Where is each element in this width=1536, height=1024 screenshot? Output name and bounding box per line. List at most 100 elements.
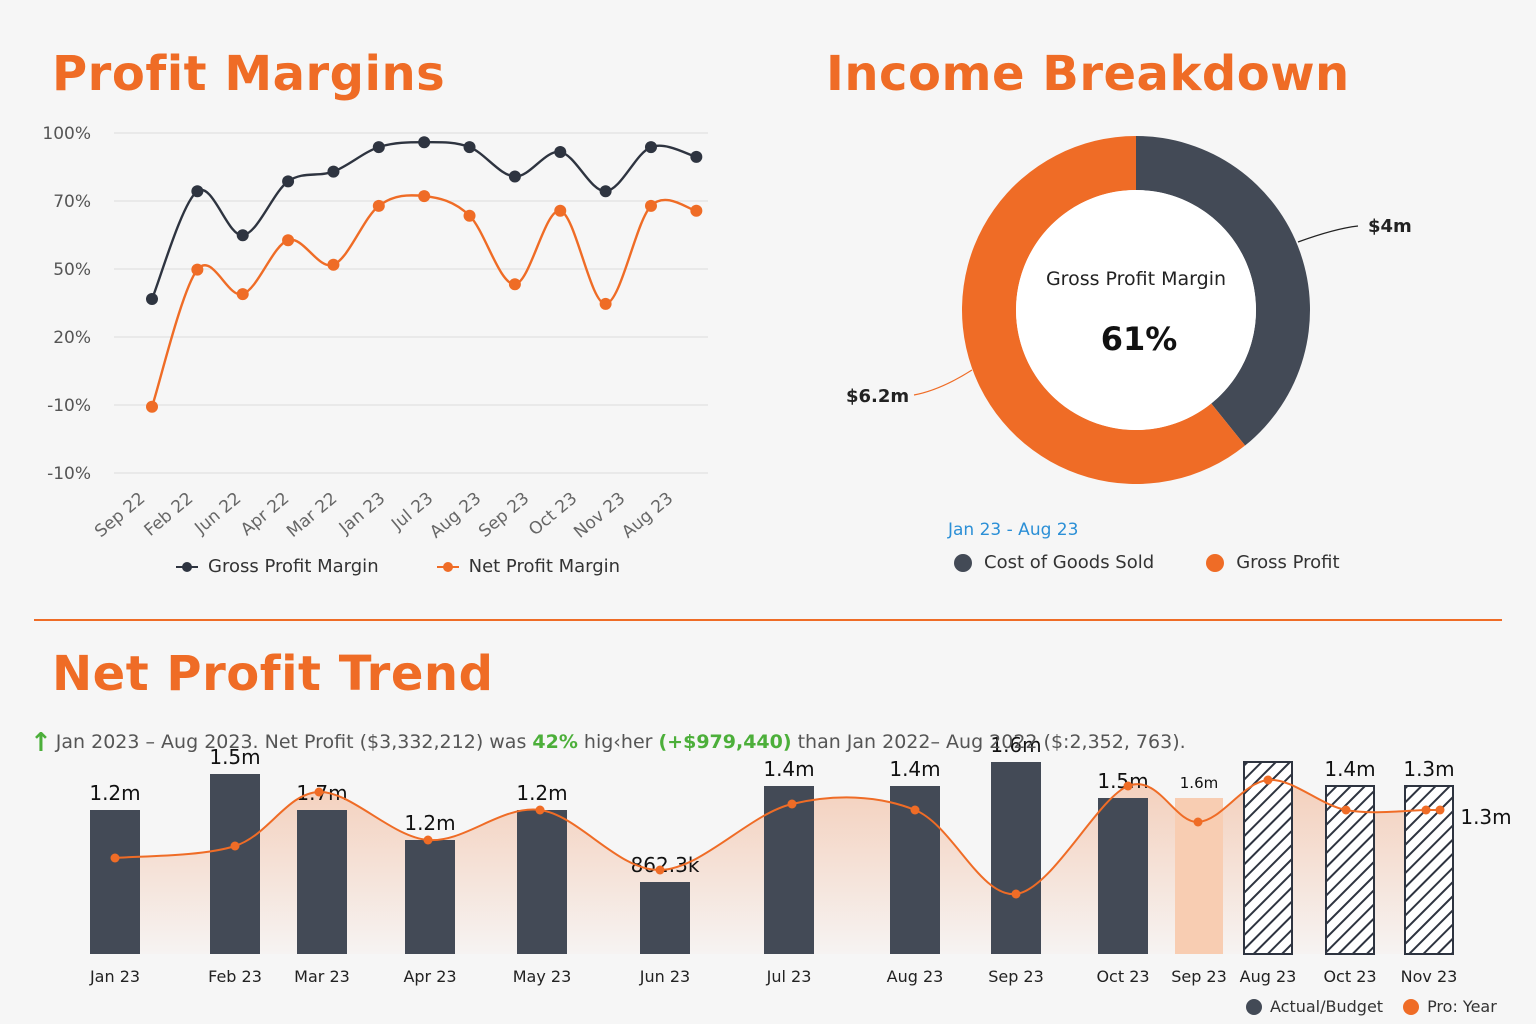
- section-divider: [34, 619, 1502, 621]
- x-tick-label: Jun 22: [191, 489, 246, 539]
- trend-line-point: [910, 805, 920, 815]
- donut-hole: [1016, 190, 1256, 430]
- net-margin-point: [644, 199, 657, 212]
- gross-margin-point: [508, 170, 521, 183]
- summary-prefix: Jan 2023 – Aug 2023. Net Profit ($3,332,…: [55, 731, 533, 753]
- summary-percent: 42%: [532, 731, 578, 753]
- gross-margin-point: [599, 185, 612, 198]
- net-margin-point: [690, 204, 703, 217]
- x-tick-label: Apr 23: [403, 967, 456, 986]
- trend-line-point: [230, 841, 240, 851]
- legend-swatch: [1246, 998, 1262, 1015]
- legend-net-profit-margin: Net Profit Margin: [436, 556, 620, 577]
- y-tick-label: 70%: [53, 192, 91, 212]
- donut-slice-cogs: [1136, 136, 1310, 446]
- trend-line-point: [423, 835, 433, 845]
- net-margin-point: [236, 288, 249, 301]
- trend-bar: [1098, 798, 1148, 954]
- net-margin-point: [372, 199, 385, 212]
- y-tick-label: -10%: [47, 464, 91, 484]
- bar-value-label: 1.6m: [1180, 774, 1218, 792]
- profit-margins-legend: Gross Profit Margin Net Profit Margin: [176, 556, 678, 577]
- trend-line-point: [1123, 781, 1133, 791]
- net-margin-point: [418, 190, 431, 203]
- legend-label: Actual/Budget: [1270, 997, 1384, 1016]
- trend-bar: [1404, 785, 1454, 955]
- gross-margin-point: [282, 175, 295, 188]
- gross-margin-point: [236, 229, 249, 242]
- gross-margin-point: [690, 150, 703, 163]
- legend-swatch: [1403, 998, 1420, 1015]
- summary-delta: (+$979,440): [658, 731, 792, 753]
- legend-label: Cost of Goods Sold: [984, 552, 1155, 573]
- x-tick-label: Nov 23: [570, 489, 629, 543]
- bar-value-label: 1.2m: [89, 781, 140, 805]
- y-tick-label: 100%: [42, 124, 91, 144]
- net-margin-point: [463, 209, 476, 222]
- profit-margins-title: Profit Margins: [52, 46, 446, 102]
- trend-line-point: [1341, 805, 1351, 815]
- x-tick-label: Jan 23: [335, 489, 389, 539]
- legend-cogs: Cost of Goods Sold: [954, 552, 1154, 573]
- x-tick-label: Jun 23: [639, 967, 690, 986]
- net-margin-point: [599, 297, 612, 310]
- legend-label: Pro: Year: [1427, 997, 1497, 1016]
- bar-value-label: 1.3m: [1460, 805, 1511, 829]
- net-margin-point: [508, 278, 521, 291]
- legend-label: Gross Profit Margin: [208, 556, 379, 577]
- x-tick-label: Aug 23: [1240, 967, 1297, 986]
- slice-label-cogs: $4m: [1368, 216, 1412, 237]
- x-tick-label: Sep 23: [988, 967, 1044, 986]
- x-tick-label: Mar 22: [283, 489, 341, 542]
- bar-value-label: 1.2m: [404, 811, 455, 835]
- trend-bar: [640, 882, 690, 954]
- bar-value-label: 1.3m: [1403, 757, 1454, 781]
- bar-value-label: 1.5m: [209, 745, 260, 769]
- gross-margin-point: [327, 165, 340, 178]
- net-margin-point: [146, 400, 158, 413]
- slice-leader-line: [1297, 225, 1359, 243]
- net-margin-line: [150, 194, 697, 408]
- x-tick-label: Aug 23: [618, 489, 677, 543]
- x-tick-label: Sep 23: [1171, 967, 1227, 986]
- legend-line-swatch: [436, 561, 459, 572]
- x-tick-label: Mar 23: [294, 967, 350, 986]
- x-tick-label: Jul 23: [766, 967, 812, 986]
- x-tick-label: Apr 22: [237, 489, 293, 541]
- legend-pro-year: Pro: Year: [1403, 997, 1497, 1016]
- trend-line-point: [1435, 805, 1445, 815]
- trend-bar: [517, 810, 567, 954]
- bar-value-label: 1.2m: [516, 781, 567, 805]
- trend-bar: [297, 810, 347, 954]
- slice-leader-line: [913, 369, 973, 396]
- gross-margin-point: [463, 141, 476, 154]
- net-margin-point: [327, 258, 340, 271]
- trend-line-point: [655, 865, 665, 875]
- x-tick-label: May 23: [513, 967, 572, 986]
- net-margin-point: [554, 204, 567, 217]
- y-tick-label: 20%: [53, 328, 91, 348]
- x-tick-label: Oct 23: [525, 489, 581, 541]
- trend-line-point: [110, 853, 120, 863]
- trend-line-point: [314, 787, 324, 797]
- gross-margin-point: [191, 185, 204, 198]
- trend-bar: [210, 774, 260, 954]
- trend-line-point: [1421, 805, 1431, 815]
- trend-line: [114, 778, 1440, 896]
- bar-value-label: 1.6m: [990, 733, 1041, 757]
- summary-suffix: than Jan 2022– Aug 2022 ($:2,352, 763).: [791, 731, 1186, 753]
- trend-line-point: [1011, 889, 1021, 899]
- gross-margin-point: [644, 141, 657, 154]
- legend-swatch: [954, 553, 972, 572]
- bar-value-label: 1.4m: [889, 757, 940, 781]
- gross-margin-point: [418, 136, 431, 149]
- trend-line-point: [1263, 775, 1273, 785]
- x-tick-label: Feb 23: [208, 967, 262, 986]
- trend-line-point: [787, 799, 797, 809]
- x-tick-label: Aug 23: [887, 967, 944, 986]
- trend-bar: [991, 762, 1041, 954]
- donut-slice-gross-profit: [962, 136, 1246, 484]
- legend-swatch: [1206, 553, 1225, 572]
- y-tick-label: 50%: [53, 260, 91, 280]
